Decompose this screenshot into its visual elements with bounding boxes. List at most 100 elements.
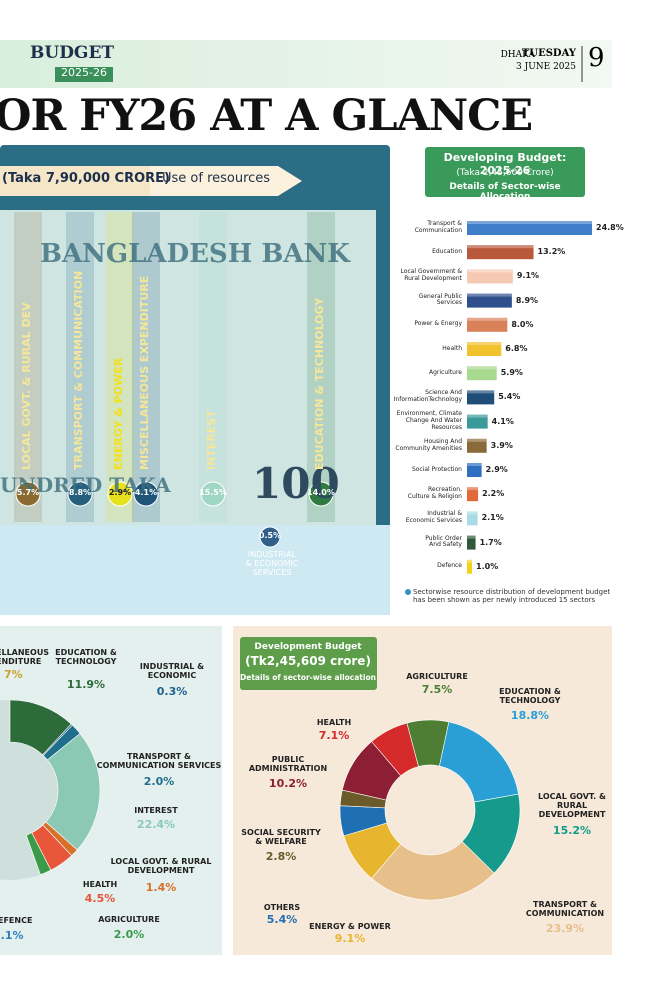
- year-box: [55, 67, 113, 82]
- headline: OR FY26 AT A GLANCE: [0, 91, 533, 141]
- value-label: 1.0%: [476, 561, 499, 571]
- bar: [467, 317, 508, 332]
- value-label: 4.1%: [134, 488, 158, 497]
- bar-top: [467, 559, 473, 563]
- note-text: BANGLADESH BANK: [40, 239, 350, 269]
- category-label: LOCAL GOVT. & RURAL DEVELOPMENT: [110, 857, 212, 876]
- bar-top: [467, 317, 508, 321]
- category-label: Health: [442, 344, 462, 352]
- category-label: Public Order And Safety: [425, 534, 462, 549]
- category-label: Social Protection: [411, 465, 462, 473]
- category-label: TRANSPORT & COMMUNICATION: [525, 900, 605, 919]
- value-dot: [200, 481, 226, 507]
- category-label: EDUCATION & TECHNOLOGY: [499, 687, 561, 706]
- bar-top: [467, 414, 488, 418]
- chart-subtitle: Use of resources: [162, 171, 271, 186]
- bar: [467, 414, 488, 429]
- category-label: INTEREST: [205, 410, 218, 470]
- category-label: Transport & Communication: [414, 220, 462, 234]
- page-number: 9: [588, 43, 605, 73]
- value-label: 15.5%: [199, 488, 227, 497]
- bar-top: [467, 221, 592, 224]
- category-label: TRANSPORT & COMMUNICATION: [72, 270, 85, 470]
- value-label: 3.9%: [490, 440, 513, 450]
- chart-title: (Taka 7,90,000 CRORE): [2, 171, 170, 186]
- value-label: 4.5%: [84, 892, 116, 905]
- value-label: 2.2%: [482, 489, 505, 499]
- category-label: Environment, Climate Change And Water Re…: [396, 410, 462, 431]
- cropped-value: 5.1%: [0, 929, 24, 942]
- category-label: Housing And Community Amenities: [395, 437, 462, 452]
- total-box: [0, 166, 150, 196]
- footnote: Sectorwise resource distribution of deve…: [413, 588, 611, 605]
- category-label: Industrial & Economic Services: [405, 510, 462, 525]
- cropped-value: 7%: [4, 668, 23, 681]
- value-dot: [15, 481, 41, 507]
- bar-title-box: [425, 147, 585, 197]
- category-label: EDUCATION & TECHNOLOGY: [55, 648, 117, 667]
- category-label: PUBLIC ADMINISTRATION: [248, 755, 328, 774]
- bar: [467, 535, 476, 550]
- value-dot: [107, 481, 133, 507]
- category-label: Agriculture: [429, 368, 462, 376]
- category-label: EDUCATION & TECHNOLOGY: [313, 297, 326, 470]
- value-dot: [259, 526, 281, 548]
- header-day: TUESDAY: [521, 48, 576, 59]
- value-label: 14.0%: [307, 488, 335, 497]
- category-label: HEALTH: [316, 718, 352, 727]
- chart-title: Development Budget: [254, 642, 362, 652]
- category-label: MISCELLANEOUS EXPENDITURE: [138, 275, 151, 470]
- value-label: 2.9%: [485, 465, 508, 474]
- category-label: Science And InformationTechnology: [393, 389, 462, 404]
- category-label: LOCAL GOVT. & RURAL DEVELOPMENT: [538, 792, 606, 820]
- category-label: TRANSPORT & COMMUNICATION SERVICES: [96, 752, 222, 771]
- section-year: 2025-26: [61, 66, 107, 79]
- category-label: Power & Energy: [414, 320, 462, 328]
- header-date: 3 JUNE 2025: [516, 62, 576, 72]
- note-text: UNDRED TAKA: [0, 473, 171, 497]
- value-label: 0.5%: [258, 531, 282, 540]
- bar: [467, 293, 512, 308]
- bar-top: [467, 366, 497, 370]
- bar: [467, 487, 479, 502]
- category-label: LOCAL GOVT. & RURAL DEV: [20, 302, 33, 470]
- value-label: 4.1%: [491, 416, 514, 426]
- column: [132, 212, 160, 522]
- category-label: Local Government & Rural Development: [400, 268, 462, 283]
- value-label: 1.4%: [145, 881, 177, 894]
- bar: [467, 511, 478, 526]
- bar: [467, 559, 473, 574]
- value-dot: [67, 481, 93, 507]
- value-label: 7.5%: [421, 683, 453, 696]
- category-label: Recreation, Culture & Religion: [407, 486, 462, 501]
- category-label: ENERGY & POWER: [309, 922, 391, 931]
- bar-top: [467, 535, 476, 539]
- cropped-label: ELLANEOUS ENDITURE: [0, 648, 50, 667]
- bar: [467, 438, 487, 453]
- value-label: 18.8%: [510, 709, 550, 722]
- value-label: 11.9%: [66, 678, 106, 691]
- donut-slice: [25, 832, 52, 876]
- category-label: INDUSTRIAL & ECONOMIC: [139, 662, 205, 681]
- bar-top: [467, 487, 479, 491]
- bar: [467, 390, 495, 405]
- chart-subtitle: (Taka 2,45,609 Crore): [456, 168, 554, 178]
- category-label: INTEREST: [134, 806, 178, 815]
- column: [199, 212, 227, 522]
- bar: [467, 221, 592, 235]
- header-city: DHAKA: [500, 50, 535, 60]
- category-label: General Public Services: [418, 292, 462, 307]
- banknote: [0, 210, 376, 525]
- donut-slice: [45, 733, 101, 851]
- bar-top: [467, 269, 513, 273]
- value-label: 2.0%: [113, 928, 145, 941]
- value-label: 5.4%: [266, 913, 298, 926]
- value-label: 8.8%: [68, 488, 92, 497]
- category-label: AGRICULTURE: [98, 915, 160, 924]
- value-label: 5.9%: [500, 368, 523, 378]
- value-label: 0.3%: [156, 685, 188, 698]
- bar-top: [467, 342, 502, 345]
- value-label: 8.9%: [515, 295, 539, 305]
- bar-top: [467, 293, 512, 297]
